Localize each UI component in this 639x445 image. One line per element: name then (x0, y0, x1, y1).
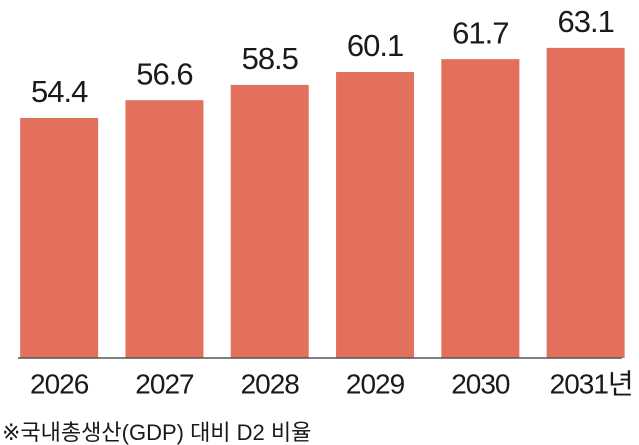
bar (336, 72, 415, 359)
x-tick-label: 2030 (451, 368, 510, 399)
value-label: 60.1 (347, 28, 403, 63)
x-tick-label: 2027 (135, 368, 194, 399)
x-tick-label: 2029 (346, 368, 405, 399)
bar (125, 100, 204, 358)
value-label: 56.6 (136, 56, 192, 91)
x-tick-label: 2028 (241, 368, 300, 399)
bar (20, 117, 99, 358)
value-label: 63.1 (557, 4, 613, 39)
bar (441, 59, 520, 359)
value-label: 61.7 (452, 15, 508, 50)
value-label: 58.5 (242, 41, 298, 76)
x-tick-label: 2031년 (550, 368, 633, 399)
x-tick-label: 2026 (30, 368, 89, 399)
bar (230, 84, 309, 359)
value-label: 54.4 (31, 74, 88, 109)
footnote: ※국내총생산(GDP) 대비 D2 비율 (2, 420, 311, 445)
bar (546, 47, 625, 358)
